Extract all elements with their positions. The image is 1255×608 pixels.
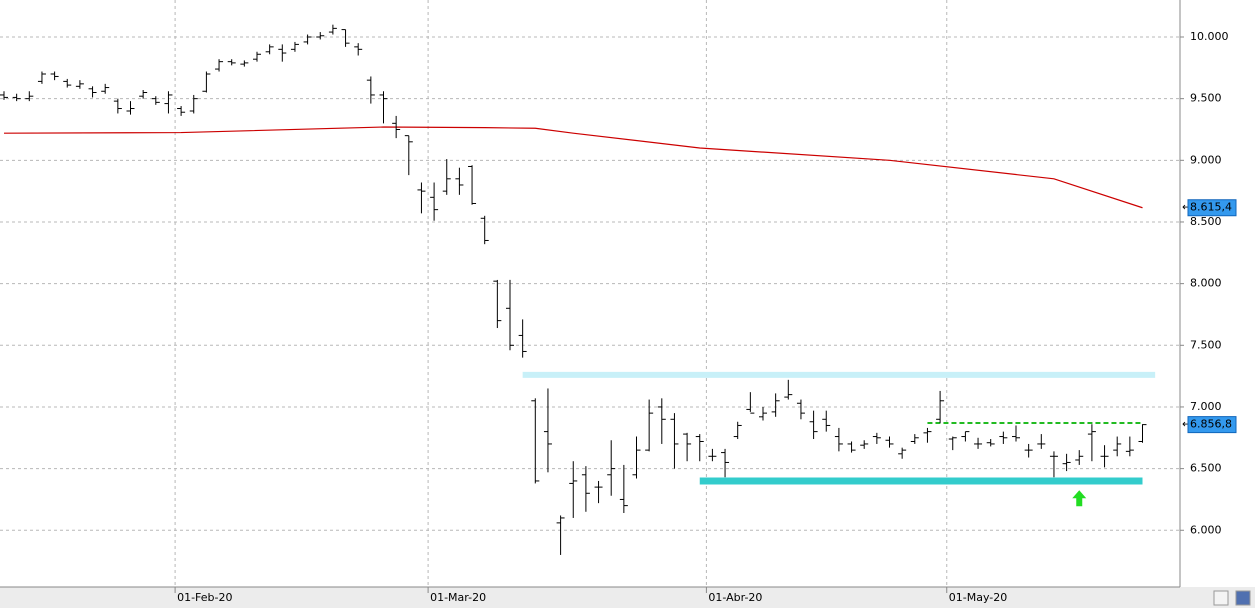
- tool-icon[interactable]: [1213, 590, 1229, 606]
- y-tick-label: 6.500: [1190, 462, 1222, 475]
- marker-arrow: ←: [1182, 201, 1191, 214]
- marker-arrow: ←: [1182, 418, 1191, 431]
- x-tick-label: 01-May-20: [949, 591, 1007, 604]
- y-tick-label: 8.500: [1190, 215, 1222, 228]
- y-tick-label: 6.000: [1190, 523, 1222, 536]
- save-icon[interactable]: [1235, 590, 1251, 606]
- moving-average: [3, 126, 1143, 209]
- close-last-label-box: [1187, 416, 1237, 434]
- y-tick-label: 10.000: [1190, 30, 1229, 43]
- y-tick-label: 9.500: [1190, 92, 1222, 105]
- signal-arrow: [1072, 490, 1087, 507]
- ma-last-label: 8.615,4: [1190, 201, 1232, 214]
- y-tick-label: 7.000: [1190, 400, 1222, 413]
- bottom-strip: [0, 587, 1255, 608]
- y-tick-label: 8.000: [1190, 277, 1222, 290]
- x-tick-label: 01-Abr-20: [708, 591, 762, 604]
- y-tick-label: 9.000: [1190, 153, 1222, 166]
- y-tick-label: 7.500: [1190, 338, 1222, 351]
- x-tick-label: 01-Mar-20: [430, 591, 486, 604]
- x-tick-label: 01-Feb-20: [177, 591, 232, 604]
- close-last-label: 6.856,8: [1190, 418, 1232, 431]
- ma-last-label-box: [1187, 199, 1237, 217]
